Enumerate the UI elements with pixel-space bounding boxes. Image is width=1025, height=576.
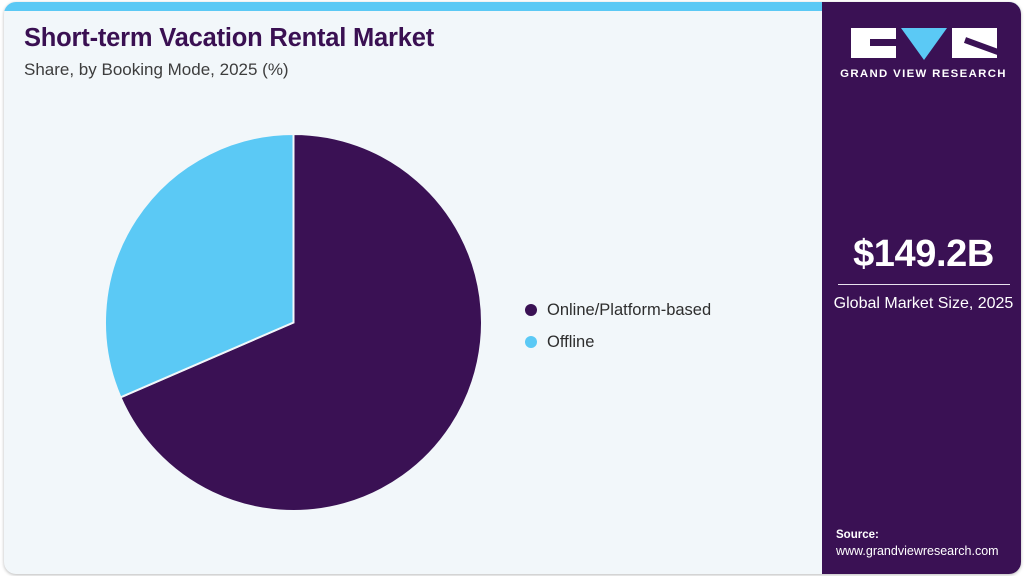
legend-item-label: Offline	[547, 332, 595, 351]
legend-item-offline[interactable]: Offline	[525, 326, 805, 358]
legend-color-swatch-icon	[525, 304, 537, 316]
page-title: Short-term Vacation Rental Market	[24, 24, 435, 52]
pie-chart-svg	[104, 133, 483, 512]
legend-color-swatch-icon	[525, 336, 537, 348]
logo-letter-v-triangle-icon	[900, 28, 947, 60]
pie-slice-offline[interactable]	[104, 133, 295, 399]
brand-logo[interactable]: GRAND VIEW RESEARCH	[822, 28, 1021, 80]
logo-letter-g-icon	[850, 28, 896, 58]
logo-letter-r-icon	[951, 28, 997, 58]
logo-marks	[822, 28, 1021, 60]
chart-area: Online/Platform-based Offline	[4, 102, 824, 574]
legend-item-online-platform-based[interactable]: Online/Platform-based	[525, 294, 805, 326]
market-size-block: $149.2B Global Market Size, 2025	[832, 235, 1015, 315]
page-subtitle: Share, by Booking Mode, 2025 (%)	[24, 59, 289, 79]
logo-wordmark: GRAND VIEW RESEARCH	[840, 68, 1007, 80]
pie-slice-online-platform-based[interactable]	[119, 133, 483, 512]
chart-legend: Online/Platform-based Offline	[525, 294, 805, 358]
header: Short-term Vacation Rental Market Share,…	[24, 24, 784, 79]
market-size-value: $149.2B	[853, 233, 994, 275]
market-size-divider	[837, 284, 1010, 285]
source-label: Source:	[836, 528, 879, 541]
market-size-caption: Global Market Size, 2025	[833, 295, 1014, 312]
legend-item-label: Online/Platform-based	[547, 300, 712, 319]
source-url[interactable]: www.grandviewresearch.com	[836, 544, 999, 559]
pie-chart	[104, 133, 483, 512]
side-panel: GRAND VIEW RESEARCH $149.2B Global Marke…	[822, 2, 1021, 574]
source-block: Source: www.grandviewresearch.com	[836, 528, 1021, 560]
card-top-accent-bar	[4, 2, 1021, 11]
infographic-card: Short-term Vacation Rental Market Share,…	[4, 2, 1021, 574]
